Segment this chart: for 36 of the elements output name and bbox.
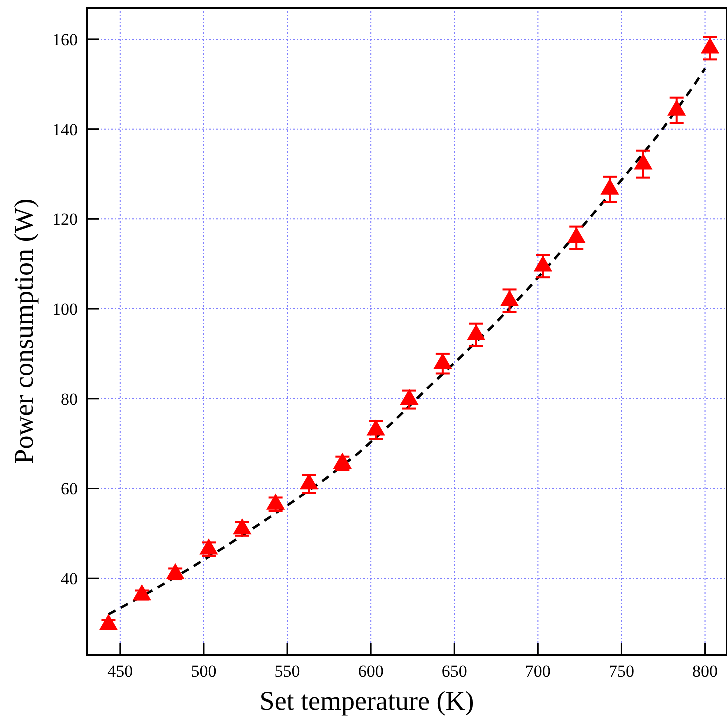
point (166, 563, 185, 580)
x-tick-label: 700 (525, 662, 551, 681)
point (266, 494, 286, 510)
point (434, 353, 452, 370)
point (534, 256, 552, 272)
y-tick-label: 120 (52, 210, 78, 230)
x-tick-label: 750 (608, 662, 634, 681)
y-tick-label: 100 (52, 300, 78, 319)
x-axis-title: Set temperature (K) (260, 686, 474, 716)
point (500, 290, 520, 306)
point (668, 100, 686, 116)
y-tick-label: 160 (52, 30, 78, 50)
x-tick-label: 800 (692, 662, 718, 681)
x-tick-label: 550 (274, 662, 300, 681)
point (300, 474, 319, 490)
point (366, 420, 386, 436)
point (634, 154, 653, 170)
x-tick-label: 450 (108, 662, 134, 681)
point (200, 538, 218, 555)
x-tick-label: 500 (191, 662, 217, 681)
y-tick-label: 140 (52, 120, 78, 140)
x-tick-label: 650 (442, 662, 468, 681)
x-tick-label: 600 (358, 662, 384, 681)
point (99, 614, 118, 630)
y-axis-title: Power consumption (W) (9, 198, 39, 464)
y-tick-label: 80 (61, 390, 78, 409)
point (400, 389, 419, 406)
point (567, 227, 586, 244)
y-tick-label: 40 (61, 570, 78, 589)
y-tick-label: 60 (61, 480, 78, 499)
point (467, 324, 486, 340)
point (700, 38, 720, 54)
point (600, 178, 620, 195)
point (233, 518, 252, 535)
point (132, 584, 152, 601)
point (333, 452, 352, 469)
